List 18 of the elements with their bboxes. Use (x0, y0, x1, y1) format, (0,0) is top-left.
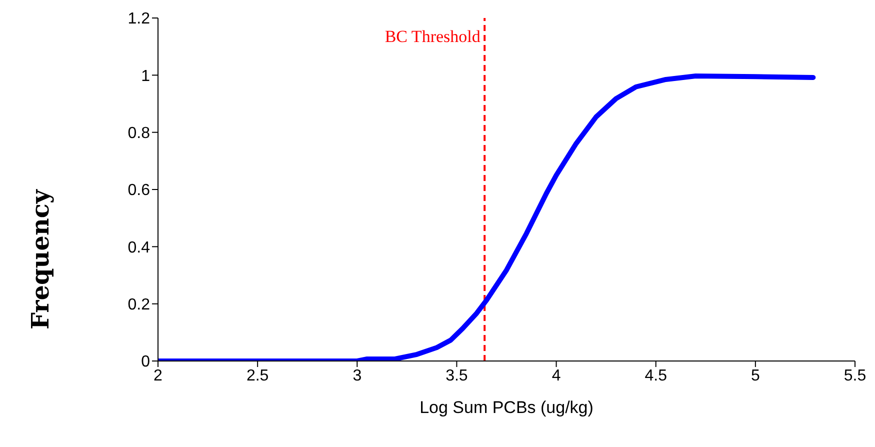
x-tick-label: 3 (352, 367, 362, 384)
y-axis-title: Frequency (26, 188, 55, 330)
y-tick-label: 0.4 (128, 239, 150, 256)
y-tick-label: 0 (141, 354, 150, 371)
ref-line-label: BC Threshold (384, 27, 481, 46)
x-tick-label: 3.5 (446, 367, 468, 384)
x-axis-title: Log Sum PCBs (ug/kg) (420, 398, 594, 417)
y-tick-label: 0.2 (128, 296, 150, 314)
y-tick-label: 0.6 (128, 182, 150, 200)
y-tick-label: 1.2 (128, 10, 150, 28)
x-tick-label: 4.5 (644, 367, 668, 384)
x-tick-label: 2.5 (246, 367, 269, 384)
y-tick-label: 1 (141, 68, 150, 85)
x-tick-label: 4 (552, 367, 561, 384)
x-tick-label: 5 (750, 367, 760, 384)
y-tick-label: 0.8 (128, 125, 150, 142)
x-tick-label: 5.5 (844, 367, 866, 384)
x-tick-label: 2 (154, 367, 163, 384)
